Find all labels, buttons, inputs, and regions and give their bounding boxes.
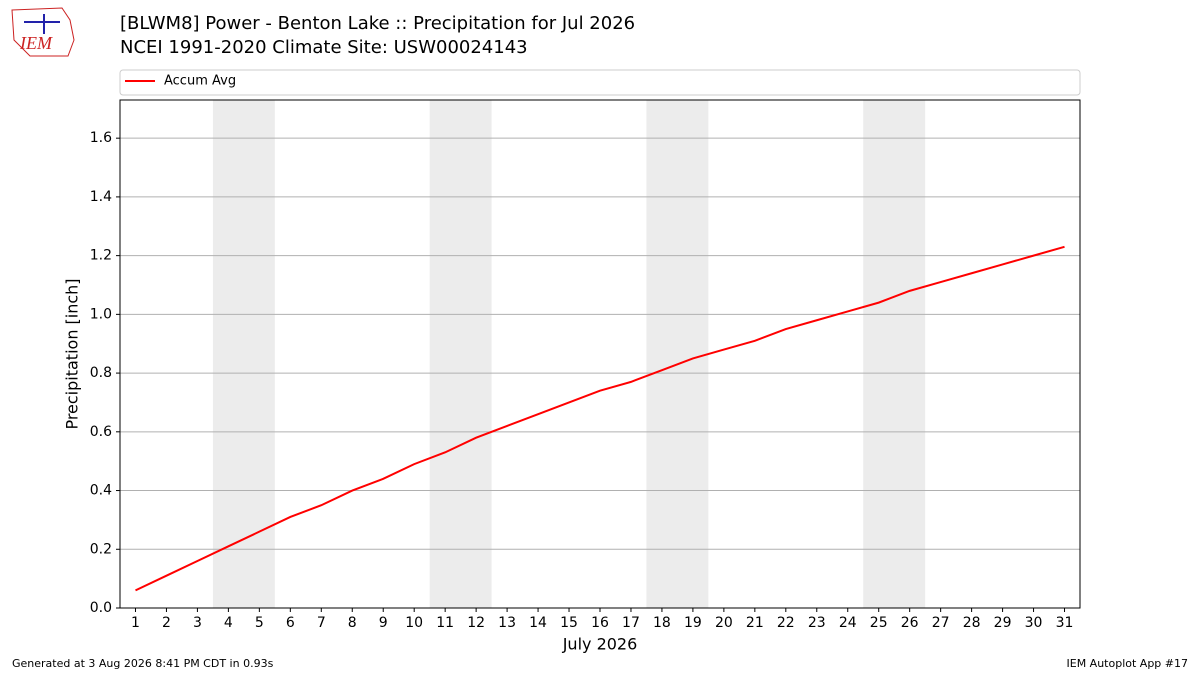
y-tick-label: 0.6: [90, 424, 112, 440]
y-tick-label: 1.6: [90, 130, 112, 146]
plot-frame: [119, 99, 1081, 609]
logo: IEM: [11, 7, 75, 57]
x-tick-label: 26: [901, 615, 919, 631]
x-tick-label: 4: [224, 615, 233, 631]
y-tick-label: 1.2: [90, 248, 112, 264]
weekend-shade: [863, 100, 926, 608]
y-tick-label: 1.4: [90, 189, 112, 205]
x-tick-label: 30: [1025, 615, 1043, 631]
x-tick-label: 28: [963, 615, 981, 631]
x-tick-label: 8: [348, 615, 357, 631]
weekend-shade: [646, 100, 709, 608]
logo-text: IEM: [19, 33, 53, 53]
x-tick-label: 31: [1056, 615, 1074, 631]
x-tick-label: 3: [193, 615, 202, 631]
x-tick-label: 5: [255, 615, 264, 631]
x-axis-label: July 2026: [562, 635, 638, 654]
y-tick-label: 0.0: [90, 600, 112, 616]
x-tick-label: 25: [870, 615, 888, 631]
y-tick-label: 0.4: [90, 483, 112, 499]
weekend-shade: [429, 100, 492, 608]
x-tick-label: 15: [560, 615, 578, 631]
x-tick-label: 22: [777, 615, 795, 631]
x-tick-label: 7: [317, 615, 326, 631]
x-tick-label: 20: [715, 615, 733, 631]
x-tick-label: 14: [529, 615, 547, 631]
x-tick-label: 21: [746, 615, 764, 631]
x-tick-label: 18: [653, 615, 671, 631]
x-tick-label: 23: [808, 615, 826, 631]
x-tick-label: 29: [994, 615, 1012, 631]
logo-outline: [11, 7, 75, 57]
legend-label: Accum Avg: [164, 74, 236, 89]
weekend-shade: [212, 100, 275, 608]
footer-right: IEM Autoplot App #17: [1067, 657, 1189, 670]
y-axis-label: Precipitation [inch]: [63, 278, 82, 429]
x-tick-label: 6: [286, 615, 295, 631]
chart-subtitle: NCEI 1991-2020 Climate Site: USW00024143: [120, 37, 528, 58]
x-tick-label: 19: [684, 615, 702, 631]
x-tick-label: 2: [162, 615, 171, 631]
x-tick-label: 16: [591, 615, 609, 631]
x-tick-label: 10: [405, 615, 423, 631]
footer-left: Generated at 3 Aug 2026 8:41 PM CDT in 0…: [12, 657, 274, 670]
x-tick-label: 17: [622, 615, 640, 631]
series-line: [135, 245, 1065, 592]
legend-box: [119, 69, 1081, 96]
x-tick-label: 1: [131, 615, 140, 631]
x-tick-label: 9: [379, 615, 388, 631]
y-tick-label: 0.2: [90, 541, 112, 557]
x-tick-label: 12: [467, 615, 485, 631]
chart-title: [BLWM8] Power - Benton Lake :: Precipita…: [120, 13, 635, 34]
y-tick-label: 0.8: [90, 365, 112, 381]
y-tick-label: 1.0: [90, 306, 112, 322]
x-tick-label: 24: [839, 615, 857, 631]
x-tick-label: 27: [932, 615, 950, 631]
x-tick-label: 13: [498, 615, 516, 631]
x-tick-label: 11: [436, 615, 454, 631]
